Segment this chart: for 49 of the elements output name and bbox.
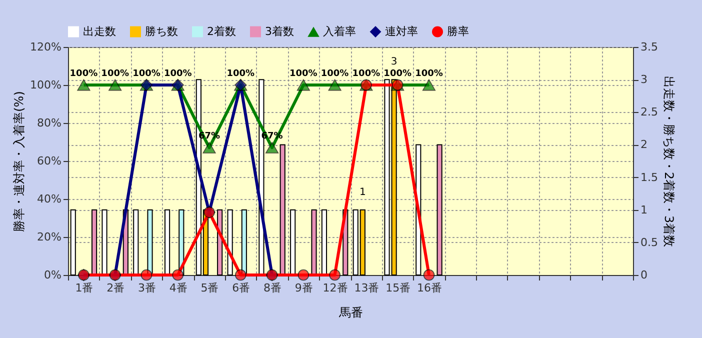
y2-tick-label: 3.5 [640,40,658,54]
x-tick-label: 6番 [232,282,250,294]
y2-tick-label: 1.5 [640,170,658,184]
y2-axis-title: 出走数・勝ち数・2着数・3着数 [662,76,676,248]
x-tick-label: 1番 [75,282,94,294]
x-tick-label: 4番 [169,282,188,294]
data-label: 100% [70,69,98,79]
y2-tick-label: 0 [640,268,648,282]
legend-label: 入着率 [323,25,356,38]
y-tick-label: 0% [44,268,62,282]
legend-label: 連対率 [385,24,418,38]
data-label: 100% [101,69,129,79]
data-label: 100% [132,69,160,79]
legend-label: 2着数 [207,24,236,38]
data-label: 100% [352,69,380,79]
data-label: 3 [390,56,398,68]
data-label: 100% [320,69,349,79]
x-tick-label: 13番 [354,282,380,294]
data-label: 100% [164,69,192,79]
y-tick-label: 120% [30,40,62,54]
x-tick-label: 9番 [294,282,313,294]
data-label: 1 [359,186,366,198]
y2-tick-label: 2.5 [640,106,658,119]
y2-tick-label: 2 [640,138,648,152]
y2-tick-label: 3 [640,73,648,86]
x-tick-label: 2番 [106,282,125,294]
legend-label: 勝ち数 [145,24,178,38]
x-tick-label: 5番 [200,282,219,294]
data-label: 100% [415,69,443,79]
y-tick-label: 60% [37,154,62,168]
x-tick-label: 3番 [138,282,156,294]
y-tick-label: 40% [37,192,62,206]
y2-tick-label: 0.5 [640,236,658,249]
legend-label: 勝率 [447,24,469,38]
data-label: 100% [226,69,255,79]
x-axis-title: 馬番 [338,306,363,320]
y-tick-label: 80% [37,116,62,130]
y2-tick-label: 1 [640,203,648,216]
legend-label: 3着数 [265,24,294,38]
y-tick-label: 20% [37,230,62,244]
data-label: 100% [290,69,318,79]
x-tick-label: 15番 [386,282,411,294]
legend-label: 出走数 [83,24,116,38]
y-tick-label: 100% [30,78,62,92]
x-tick-label: 8番 [264,282,282,294]
x-tick-label: 12番 [322,282,348,294]
data-label: 100% [384,69,412,79]
x-tick-label: 16番 [416,282,442,294]
y-axis-title: 勝率・連対率・入着率(%) [12,91,26,232]
